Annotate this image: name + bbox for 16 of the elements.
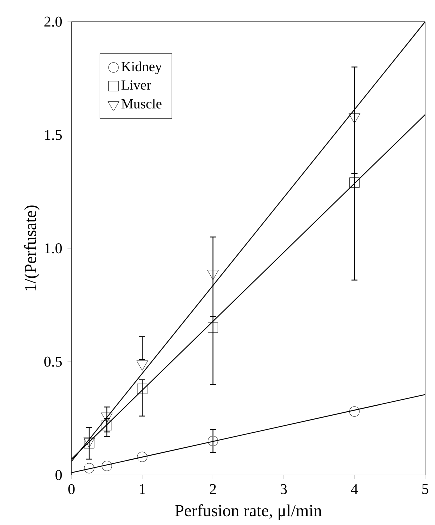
legend-label: Liver — [122, 80, 152, 90]
x-tick-label: 5 — [422, 484, 428, 494]
x-tick-label: 3 — [280, 484, 287, 494]
y-tick-label: 0 — [56, 470, 62, 480]
x-tick-label: 1 — [140, 484, 146, 494]
y-tick-label: 1.0 — [45, 244, 62, 254]
y-tick-label: 2.0 — [44, 16, 62, 27]
x-tick-label: 0 — [68, 484, 75, 494]
y-tick-label: 0.5 — [44, 356, 62, 367]
legend-label: Muscle — [122, 98, 162, 109]
y-axis-title: 1/(Perfusate) — [24, 206, 40, 291]
legend-label: Kidney — [122, 62, 162, 74]
y-tick-label: 1.5 — [45, 130, 62, 140]
x-tick-label: 2 — [210, 484, 216, 494]
x-axis-title: Perfusion rate, μl/min — [175, 504, 322, 520]
x-tick-label: 4 — [351, 484, 358, 494]
